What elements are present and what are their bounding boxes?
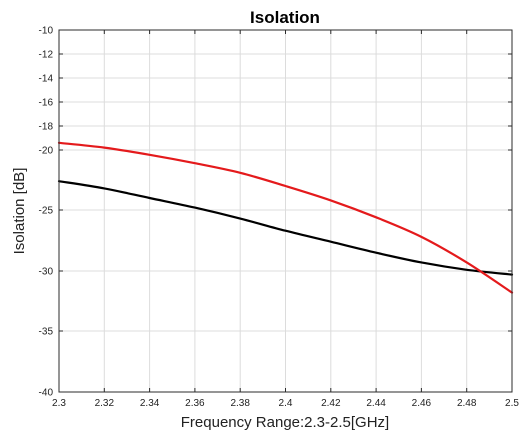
y-tick-labels: -10 -12 -14 -16 -18 -20 -25 -30 -35 -40 <box>39 26 54 399</box>
y-axis-label: Isolation [dB] <box>11 168 28 255</box>
y-tick-label: -10 <box>39 26 54 37</box>
x-tick-label: 2.3 <box>52 398 66 409</box>
chart-title: Isolation <box>250 8 320 27</box>
series-line-black <box>57 180 514 276</box>
x-tick-label: 2.32 <box>95 398 115 409</box>
series-line-red <box>57 141 514 294</box>
plot-series <box>57 141 514 294</box>
y-tick-label: -35 <box>39 327 54 338</box>
x-tick-labels: 2.3 2.32 2.34 2.36 2.38 2.4 2.42 2.44 2.46 2.48 2.… <box>52 398 519 409</box>
y-tick-label: -30 <box>39 267 54 278</box>
x-tick-label: 2.44 <box>366 398 386 409</box>
y-tick-label: -14 <box>39 74 54 85</box>
x-tick-label: 2.34 <box>140 398 160 409</box>
x-tick-label: 2.38 <box>230 398 250 409</box>
y-tick-label: -12 <box>39 50 54 61</box>
y-tick-label: -40 <box>39 388 54 399</box>
y-tick-label: -18 <box>39 122 54 133</box>
x-tick-label: 2.4 <box>279 398 293 409</box>
x-tick-label: 2.36 <box>185 398 205 409</box>
axis-ticks <box>58 29 513 393</box>
x-tick-label: 2.46 <box>412 398 432 409</box>
y-tick-label: -20 <box>39 146 54 157</box>
y-tick-label: -25 <box>39 206 54 217</box>
y-tick-label: -16 <box>39 98 54 109</box>
x-axis-label: Frequency Range:2.3-2.5[GHz] <box>181 414 389 431</box>
grid-lines <box>58 29 513 393</box>
x-tick-label: 2.42 <box>321 398 341 409</box>
x-tick-label: 2.48 <box>457 398 477 409</box>
x-tick-label: 2.5 <box>505 398 519 409</box>
